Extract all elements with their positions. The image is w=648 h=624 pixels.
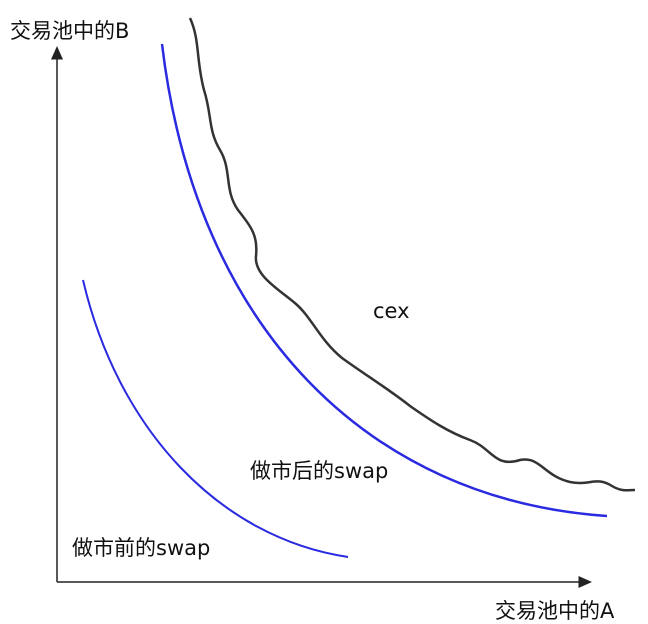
label-after: 做市后的swap [250,459,388,483]
curve-before [82,279,349,558]
curve-after [160,43,608,518]
x-axis-label: 交易池中的A [495,599,615,623]
label-before: 做市前的swap [72,536,210,560]
curve-cex [188,17,636,492]
y-axis-label: 交易池中的B [10,19,129,43]
label-cex: cex [373,299,410,323]
